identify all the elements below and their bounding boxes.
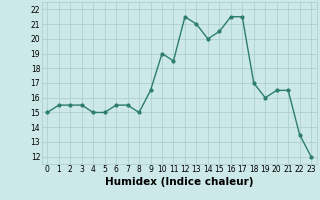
X-axis label: Humidex (Indice chaleur): Humidex (Indice chaleur) (105, 177, 253, 187)
